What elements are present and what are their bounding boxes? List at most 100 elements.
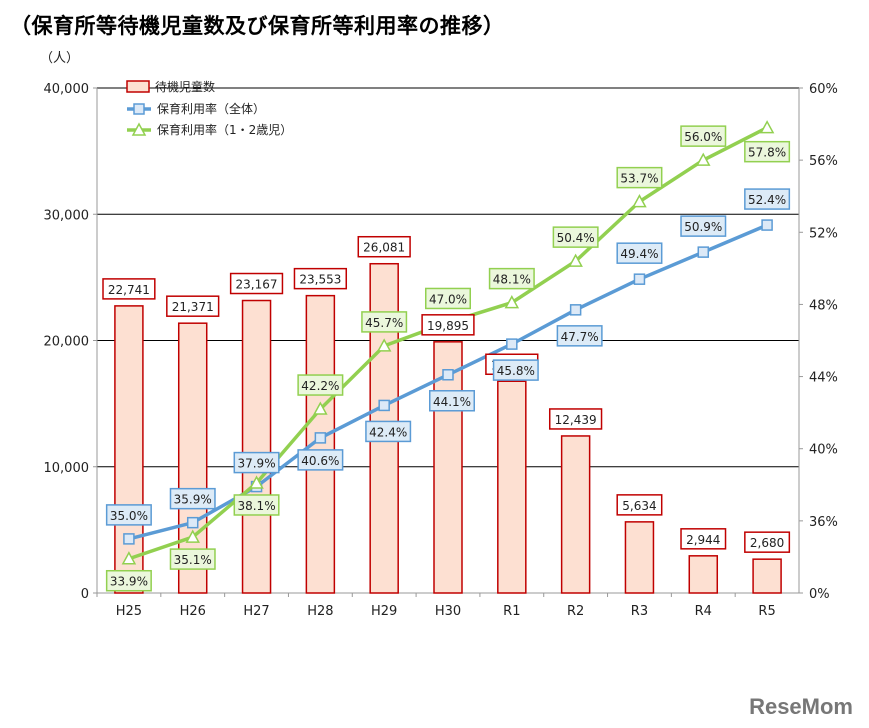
data-label: 52.4% (748, 193, 786, 207)
data-label-box (297, 449, 344, 471)
left-tick-label: 30,000 (44, 208, 90, 223)
line-marker (314, 432, 327, 444)
data-label: 23,167 (236, 278, 278, 292)
bar (560, 435, 591, 594)
x-tick-label: R4 (695, 604, 712, 619)
data-label: 40.6% (301, 454, 339, 468)
bar (177, 322, 208, 594)
data-label: 37.9% (237, 457, 275, 471)
right-tick-label: 0% (809, 587, 830, 602)
data-label-box (492, 359, 539, 381)
right-tick-label: 44% (809, 371, 838, 386)
data-label: 45.7% (365, 316, 403, 330)
right-tick-label: 60% (809, 82, 838, 97)
data-label-box (744, 140, 791, 163)
data-label: 12,439 (555, 413, 597, 427)
data-label-box (105, 569, 152, 592)
line-marker (378, 399, 390, 412)
line-marker (759, 120, 775, 134)
data-label: 35.1% (174, 553, 212, 567)
data-label-box (166, 295, 220, 317)
line-marker (249, 475, 264, 489)
data-label: 26,081 (363, 241, 405, 255)
data-label-box (429, 390, 475, 412)
data-label: 42.2% (301, 379, 339, 393)
line-marker (633, 273, 646, 285)
chart-title: （保育所等待機児童数及び保育所等利用率の推移） (10, 14, 505, 38)
x-tick-label: R1 (503, 604, 520, 619)
data-label: 21,371 (172, 300, 214, 314)
data-label-box (293, 267, 348, 290)
data-label-box (744, 531, 791, 553)
x-tick-label: R2 (567, 604, 584, 619)
data-label: 50.4% (557, 231, 595, 245)
x-tick-label: H29 (371, 604, 397, 619)
x-tick-label: H30 (435, 604, 461, 619)
line-marker (696, 152, 711, 166)
data-label: 49.4% (620, 247, 658, 261)
bar (241, 299, 272, 594)
data-label-box (421, 314, 475, 336)
data-label: 56.0% (684, 130, 722, 144)
legend-label-all: 保育利用率（全体） (157, 101, 265, 116)
data-label-box (169, 548, 216, 570)
x-tick-label: R5 (758, 604, 775, 619)
data-label-box (680, 215, 727, 237)
data-label-box (548, 408, 603, 430)
line-marker (697, 246, 710, 258)
data-label: 50.9% (684, 220, 722, 234)
line-marker (121, 551, 137, 565)
line-marker (504, 295, 520, 309)
data-label-box (357, 235, 411, 258)
x-tick-label: R3 (631, 604, 648, 619)
data-label-box (616, 494, 663, 516)
left-tick-label: 10,000 (44, 461, 90, 476)
data-label-box (680, 528, 727, 550)
data-label-box (169, 487, 216, 510)
bar (497, 380, 527, 594)
line-marker (568, 253, 583, 267)
legend-label-bars: 待機児童数 (155, 79, 215, 94)
line-marker (186, 516, 199, 529)
data-label: 35.9% (174, 493, 212, 507)
data-label: 44.1% (433, 395, 471, 409)
left-tick-label: 40,000 (44, 82, 90, 97)
data-label-box (297, 374, 344, 396)
data-label: 47.0% (429, 292, 467, 306)
bar (688, 555, 719, 594)
data-label: 38.1% (237, 499, 275, 513)
data-label: 35.0% (110, 509, 148, 523)
legend-marker-all (133, 103, 145, 115)
data-label: 19,895 (427, 319, 469, 333)
data-label: 23,553 (299, 273, 341, 287)
data-label-box (229, 272, 284, 295)
data-label-box (552, 226, 599, 248)
resemom-logo: ReseMom (749, 694, 853, 719)
right-tick-label: 40% (809, 443, 838, 458)
legend-label-12: 保育利用率（1・2歳児） (157, 122, 292, 137)
line-marker (185, 529, 200, 543)
data-label-box (616, 166, 663, 189)
data-label: 2,680 (750, 536, 784, 550)
data-label-box (680, 125, 727, 147)
left-axis-unit: （人） (40, 51, 79, 66)
bar (114, 305, 144, 594)
left-tick-label: 0 (81, 587, 89, 602)
bar (624, 521, 655, 594)
data-label: 45.8% (497, 364, 535, 378)
line-marker (123, 533, 135, 545)
data-label: 22,741 (108, 283, 150, 297)
data-label-box (365, 420, 412, 443)
x-tick-label: H26 (180, 604, 206, 619)
data-label-box (233, 451, 280, 474)
line-marker (506, 338, 518, 350)
legend-marker-12 (131, 122, 147, 136)
data-label-box (105, 504, 152, 526)
line-marker (632, 194, 647, 208)
data-label-box (361, 311, 408, 333)
data-label-box (102, 278, 156, 300)
data-label: 48.1% (493, 273, 531, 287)
data-label: 2,944 (686, 533, 720, 547)
data-label-box (556, 325, 603, 347)
